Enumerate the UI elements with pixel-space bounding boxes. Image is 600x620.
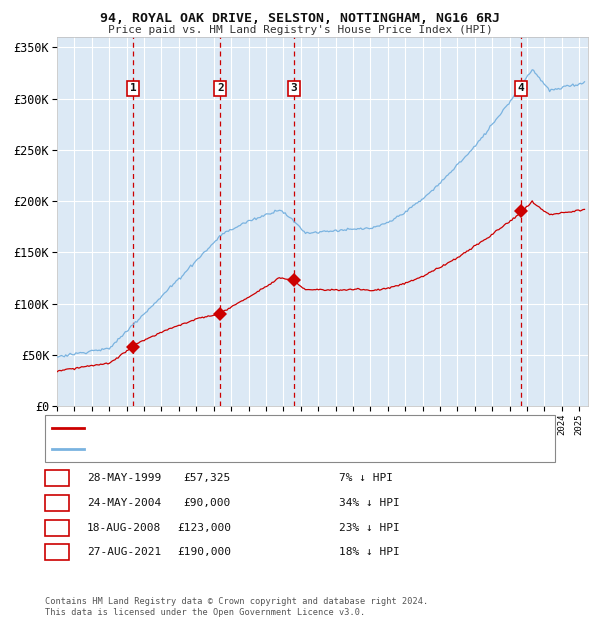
Text: 94, ROYAL OAK DRIVE, SELSTON, NOTTINGHAM, NG16 6RJ (detached house): 94, ROYAL OAK DRIVE, SELSTON, NOTTINGHAM… — [90, 423, 484, 433]
Text: Price paid vs. HM Land Registry's House Price Index (HPI): Price paid vs. HM Land Registry's House … — [107, 25, 493, 35]
Text: 1: 1 — [53, 473, 61, 483]
Text: 34% ↓ HPI: 34% ↓ HPI — [339, 498, 400, 508]
Text: 4: 4 — [53, 547, 61, 557]
Text: 7% ↓ HPI: 7% ↓ HPI — [339, 473, 393, 483]
Text: £90,000: £90,000 — [184, 498, 231, 508]
Text: 94, ROYAL OAK DRIVE, SELSTON, NOTTINGHAM, NG16 6RJ: 94, ROYAL OAK DRIVE, SELSTON, NOTTINGHAM… — [100, 12, 500, 25]
Text: £190,000: £190,000 — [177, 547, 231, 557]
Text: 1: 1 — [130, 84, 137, 94]
Text: 23% ↓ HPI: 23% ↓ HPI — [339, 523, 400, 533]
Text: 3: 3 — [291, 84, 298, 94]
Text: £57,325: £57,325 — [184, 473, 231, 483]
Text: HPI: Average price, detached house, Ashfield: HPI: Average price, detached house, Ashf… — [90, 444, 349, 454]
Text: 24-MAY-2004: 24-MAY-2004 — [87, 498, 161, 508]
Text: 2: 2 — [53, 498, 61, 508]
Text: 27-AUG-2021: 27-AUG-2021 — [87, 547, 161, 557]
Text: 4: 4 — [518, 84, 524, 94]
Text: 28-MAY-1999: 28-MAY-1999 — [87, 473, 161, 483]
Text: Contains HM Land Registry data © Crown copyright and database right 2024.
This d: Contains HM Land Registry data © Crown c… — [45, 598, 428, 617]
Text: 2: 2 — [217, 84, 224, 94]
Text: 3: 3 — [53, 523, 61, 533]
Text: 18-AUG-2008: 18-AUG-2008 — [87, 523, 161, 533]
Text: 18% ↓ HPI: 18% ↓ HPI — [339, 547, 400, 557]
Text: £123,000: £123,000 — [177, 523, 231, 533]
